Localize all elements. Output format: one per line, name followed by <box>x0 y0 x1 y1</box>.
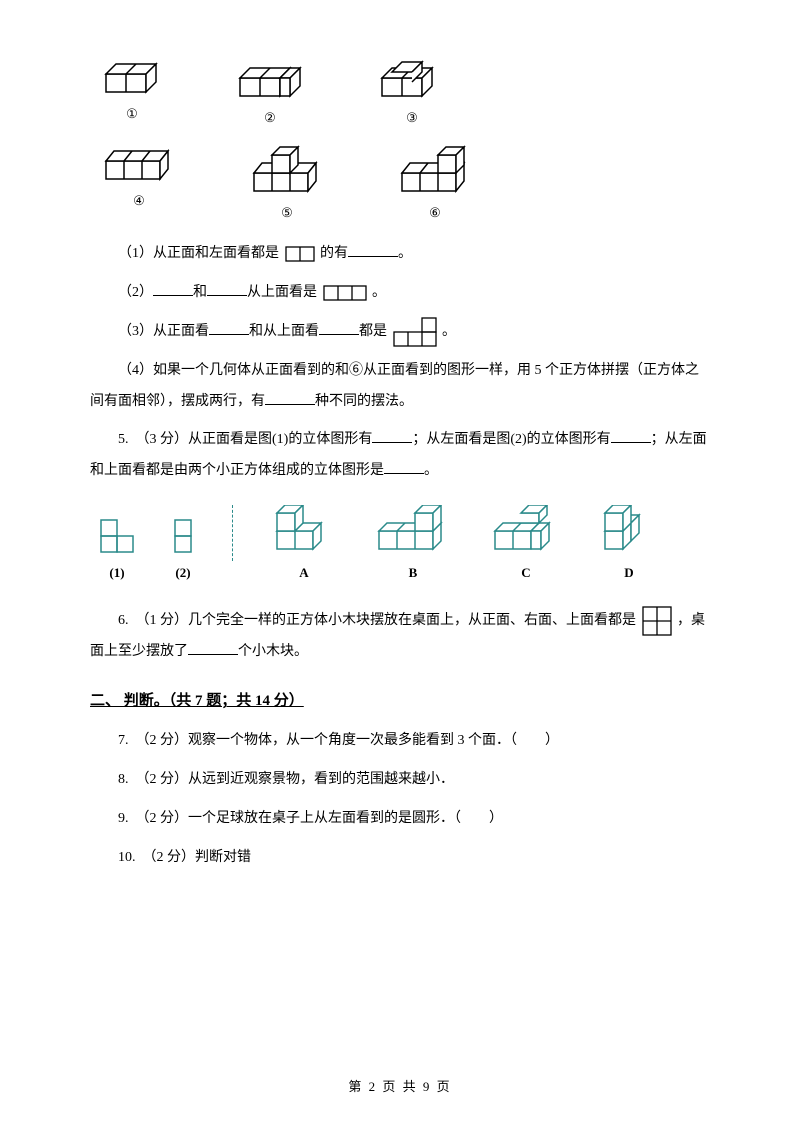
figure-3-label: ③ <box>406 104 418 133</box>
q8: 8. （2 分）从远到近观察景物，看到的范围越来越小． <box>90 765 710 796</box>
shape-3h-icon <box>323 285 367 301</box>
q5-b: ；从左面看是图(2)的立体图形有 <box>412 432 610 447</box>
blank[interactable] <box>348 243 398 257</box>
q5-lbl-2: (2) <box>175 559 190 588</box>
q4-3-end: 。 <box>442 324 456 339</box>
q5-lbl-B: B <box>409 559 418 588</box>
q5-lbl-A: A <box>299 559 308 588</box>
q4-2: （2） 和 从上面看是 。 <box>90 278 710 309</box>
blank[interactable] <box>207 282 247 296</box>
q7: 7. （2 分）观察一个物体，从一个角度一次最多能看到 3 个面．（ ） <box>90 726 710 757</box>
figure-4: ④ <box>100 145 178 228</box>
cube-shape-5 <box>248 145 326 195</box>
q4-1-end: 。 <box>398 246 412 261</box>
shape-2x2-icon <box>642 606 672 636</box>
q5-shape-2 <box>174 519 192 553</box>
figure-6-label: ⑥ <box>429 199 441 228</box>
blank[interactable] <box>153 282 193 296</box>
blank[interactable] <box>384 460 424 474</box>
cube-shape-1 <box>100 60 164 96</box>
q4-2-end: 。 <box>372 285 386 300</box>
q4-2-after: 从上面看是 <box>247 285 317 300</box>
q5-fig-A: A <box>273 505 335 588</box>
q4-3-mid: 和从上面看 <box>249 324 319 339</box>
section-2-title: 二、 判断。（共 7 题；共 14 分） <box>90 685 710 718</box>
page-footer: 第 2 页 共 9 页 <box>90 1073 710 1102</box>
blank[interactable] <box>319 321 359 335</box>
q5-shape-C <box>491 505 561 553</box>
q5: 5. （3 分）从正面看是图(1)的立体图形有；从左面看是图(2)的立体图形有；… <box>90 425 710 487</box>
q5-fig-C: C <box>491 505 561 588</box>
q4-2-mid: 和 <box>193 285 207 300</box>
blank[interactable] <box>611 429 651 443</box>
cube-shape-2 <box>234 60 306 100</box>
q4-3: （3）从正面看 和从上面看 都是 。 <box>90 317 710 348</box>
q5-shape-A <box>273 505 335 553</box>
figure-row-1: ① ② <box>100 60 710 133</box>
q9: 9. （2 分）一个足球放在桌子上从左面看到的是圆形．（ ） <box>90 804 710 835</box>
q4-4: （4）如果一个几何体从正面看到的和⑥从正面看到的图形一样，用 5 个正方体拼摆（… <box>90 356 710 418</box>
q6-a: 6. （1 分）几个完全一样的正方体小木块摆放在桌面上，从正面、右面、上面看都是 <box>118 613 636 628</box>
figure-2: ② <box>234 60 306 133</box>
blank[interactable] <box>209 321 249 335</box>
q4-1: （1）从正面和左面看都是 的有 。 <box>90 239 710 270</box>
figure-2-label: ② <box>264 104 276 133</box>
q5-fig-D: D <box>601 505 657 588</box>
q10: 10. （2 分）判断对错 <box>90 843 710 874</box>
q5-a: 5. （3 分）从正面看是图(1)的立体图形有 <box>118 432 372 447</box>
q5-d: 。 <box>424 463 438 478</box>
q6: 6. （1 分）几个完全一样的正方体小木块摆放在桌面上，从正面、右面、上面看都是… <box>90 606 710 668</box>
q5-lbl-1: (1) <box>109 559 124 588</box>
figure-1-label: ① <box>126 100 138 129</box>
q6-c: 个小木块。 <box>238 644 308 659</box>
q4-1-prefix: （1）从正面和左面看都是 <box>118 246 279 261</box>
q5-shape-B <box>375 505 451 553</box>
q5-lbl-D: D <box>624 559 633 588</box>
divider <box>232 505 233 561</box>
q5-fig-B: B <box>375 505 451 588</box>
figure-3: ③ <box>376 60 448 133</box>
q4-2-prefix: （2） <box>118 285 153 300</box>
cube-shape-6 <box>396 145 474 195</box>
figure-row-2: ④ ⑤ <box>100 145 710 228</box>
q5-figure-row: (1) (2) A B C D <box>100 505 710 588</box>
q4-3-prefix: （3）从正面看 <box>118 324 209 339</box>
q5-lbl-C: C <box>521 559 530 588</box>
blank[interactable] <box>265 391 315 405</box>
q4-1-mid: 的有 <box>320 246 348 261</box>
q4-4-end: 种不同的摆法。 <box>315 394 413 409</box>
blank[interactable] <box>372 429 412 443</box>
figure-1: ① <box>100 60 164 133</box>
figure-4-label: ④ <box>133 187 145 216</box>
figure-5: ⑤ <box>248 145 326 228</box>
cube-shape-3 <box>376 60 448 100</box>
q5-fig-1: (1) <box>100 519 134 588</box>
figure-6: ⑥ <box>396 145 474 228</box>
q5-shape-D <box>601 505 657 553</box>
shape-2h-icon <box>285 246 315 262</box>
q4-3-after: 都是 <box>359 324 387 339</box>
shape-L-icon <box>393 317 437 347</box>
figure-5-label: ⑤ <box>281 199 293 228</box>
q5-fig-2: (2) <box>174 519 192 588</box>
blank[interactable] <box>188 641 238 655</box>
cube-shape-4 <box>100 145 178 183</box>
q5-shape-1 <box>100 519 134 553</box>
